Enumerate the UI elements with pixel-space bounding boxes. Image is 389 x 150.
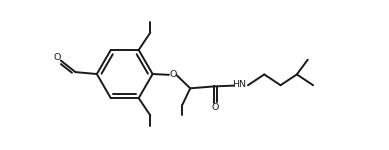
Text: HN: HN [233,80,247,89]
Text: O: O [53,52,61,62]
Text: O: O [212,103,219,112]
Text: O: O [169,70,177,79]
